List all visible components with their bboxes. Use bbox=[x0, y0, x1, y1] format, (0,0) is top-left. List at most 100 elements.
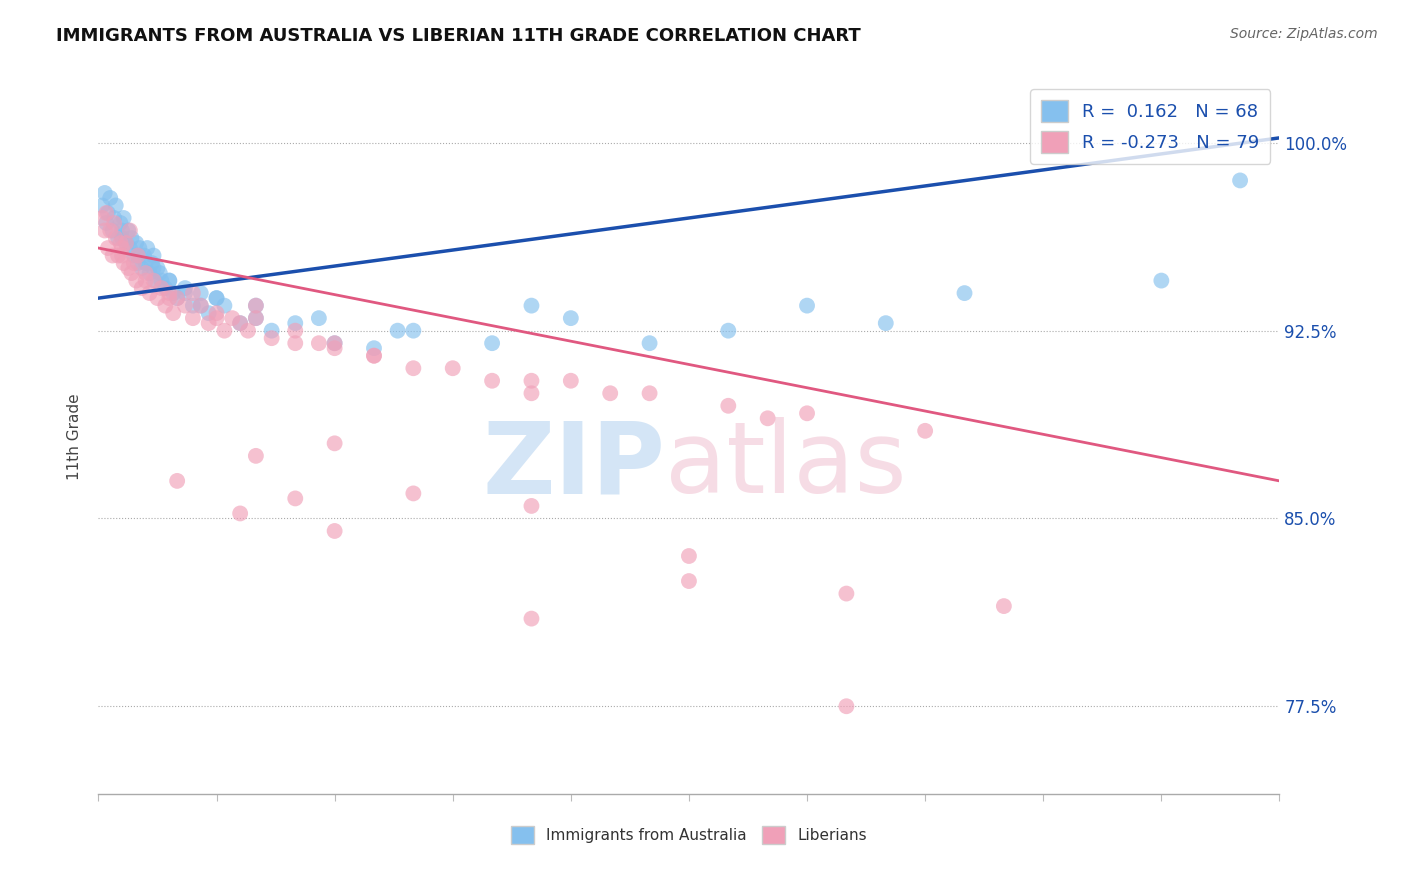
Point bbox=[205, 306, 228, 320]
Point bbox=[284, 316, 307, 330]
Point bbox=[127, 248, 149, 262]
Point bbox=[205, 311, 228, 326]
Point bbox=[796, 299, 818, 313]
Point bbox=[146, 261, 169, 276]
Point bbox=[115, 235, 138, 250]
Point bbox=[135, 266, 157, 280]
Point bbox=[181, 299, 204, 313]
Point bbox=[181, 311, 204, 326]
Point bbox=[599, 386, 621, 401]
Point bbox=[678, 549, 700, 563]
Point bbox=[190, 299, 212, 313]
Point bbox=[214, 324, 236, 338]
Point bbox=[110, 235, 132, 250]
Point bbox=[402, 324, 425, 338]
Point bbox=[260, 331, 283, 345]
Point bbox=[103, 216, 125, 230]
Point bbox=[245, 299, 267, 313]
Point bbox=[174, 281, 197, 295]
Point bbox=[107, 231, 129, 245]
Point bbox=[284, 336, 307, 351]
Point bbox=[131, 281, 153, 295]
Point bbox=[96, 216, 118, 230]
Point bbox=[174, 286, 197, 301]
Point bbox=[136, 241, 159, 255]
Point bbox=[638, 386, 661, 401]
Point bbox=[122, 248, 145, 262]
Text: IMMIGRANTS FROM AUSTRALIA VS LIBERIAN 11TH GRADE CORRELATION CHART: IMMIGRANTS FROM AUSTRALIA VS LIBERIAN 11… bbox=[56, 27, 860, 45]
Point bbox=[260, 324, 283, 338]
Point bbox=[953, 286, 976, 301]
Text: Source: ZipAtlas.com: Source: ZipAtlas.com bbox=[1230, 27, 1378, 41]
Point bbox=[150, 281, 173, 295]
Point bbox=[112, 211, 135, 225]
Point bbox=[835, 586, 858, 600]
Point bbox=[236, 324, 259, 338]
Point bbox=[229, 507, 252, 521]
Point bbox=[205, 291, 228, 305]
Point bbox=[155, 281, 177, 295]
Point bbox=[229, 316, 252, 330]
Point bbox=[101, 248, 124, 262]
Point bbox=[142, 274, 165, 288]
Point bbox=[142, 261, 165, 276]
Point bbox=[157, 286, 180, 301]
Point bbox=[93, 186, 115, 200]
Point bbox=[638, 336, 661, 351]
Point bbox=[127, 248, 149, 262]
Point bbox=[115, 235, 138, 250]
Point bbox=[111, 241, 134, 255]
Point bbox=[323, 336, 346, 351]
Point bbox=[107, 248, 129, 262]
Point bbox=[162, 306, 184, 320]
Point bbox=[190, 286, 212, 301]
Point bbox=[284, 324, 307, 338]
Point bbox=[441, 361, 464, 376]
Point bbox=[181, 286, 204, 301]
Point bbox=[284, 491, 307, 506]
Point bbox=[1150, 274, 1173, 288]
Point bbox=[166, 474, 188, 488]
Point bbox=[363, 349, 385, 363]
Point bbox=[245, 449, 267, 463]
Point bbox=[118, 223, 141, 237]
Point bbox=[111, 223, 134, 237]
Point bbox=[121, 266, 143, 280]
Point bbox=[323, 524, 346, 538]
Point bbox=[402, 486, 425, 500]
Text: atlas: atlas bbox=[665, 417, 907, 514]
Point bbox=[157, 291, 180, 305]
Point bbox=[323, 336, 346, 351]
Y-axis label: 11th Grade: 11th Grade bbox=[67, 393, 83, 481]
Point bbox=[166, 291, 188, 305]
Point bbox=[197, 316, 219, 330]
Point bbox=[128, 241, 150, 255]
Point bbox=[98, 191, 121, 205]
Point bbox=[835, 699, 858, 714]
Point bbox=[174, 299, 197, 313]
Point bbox=[127, 256, 149, 270]
Point bbox=[104, 231, 127, 245]
Point bbox=[717, 324, 740, 338]
Point bbox=[135, 274, 157, 288]
Point bbox=[103, 211, 125, 225]
Point bbox=[245, 311, 267, 326]
Point bbox=[162, 286, 184, 301]
Point bbox=[229, 316, 252, 330]
Point bbox=[387, 324, 409, 338]
Point bbox=[245, 299, 267, 313]
Point bbox=[117, 261, 139, 276]
Point bbox=[157, 274, 180, 288]
Point bbox=[157, 274, 180, 288]
Point bbox=[481, 374, 503, 388]
Point bbox=[520, 386, 543, 401]
Legend: Immigrants from Australia, Liberians: Immigrants from Australia, Liberians bbox=[505, 820, 873, 850]
Point bbox=[91, 211, 114, 225]
Point bbox=[98, 223, 121, 237]
Point bbox=[205, 291, 228, 305]
Point bbox=[520, 374, 543, 388]
Point bbox=[118, 241, 141, 255]
Point bbox=[363, 349, 385, 363]
Point bbox=[214, 299, 236, 313]
Point bbox=[104, 198, 127, 212]
